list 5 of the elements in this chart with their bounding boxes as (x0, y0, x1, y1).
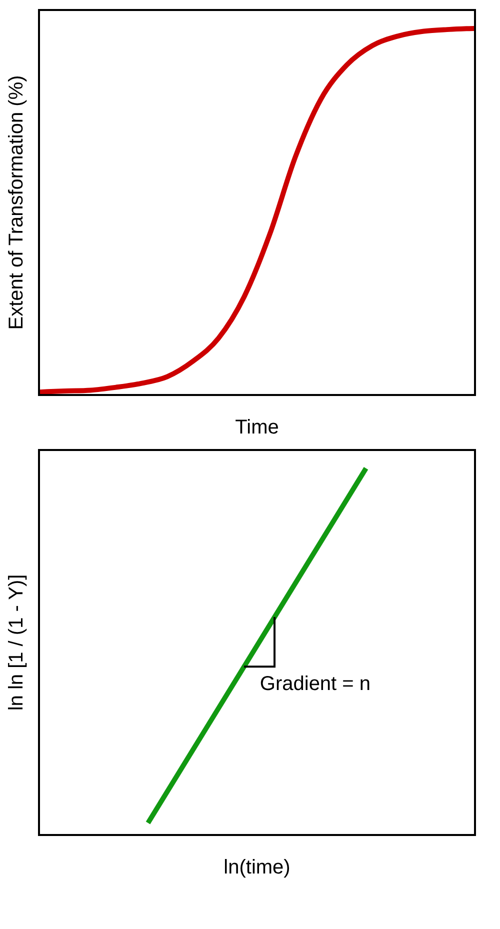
x-axis-title: ln(time) (224, 856, 290, 879)
annotation: Gradient = n (260, 672, 371, 696)
y-axis-title: Extent of Transformation (%) (6, 75, 28, 330)
y-axis-title: ln ln [1 / (1 - Y)] (6, 574, 28, 711)
x-axis-title: Time (235, 416, 279, 439)
